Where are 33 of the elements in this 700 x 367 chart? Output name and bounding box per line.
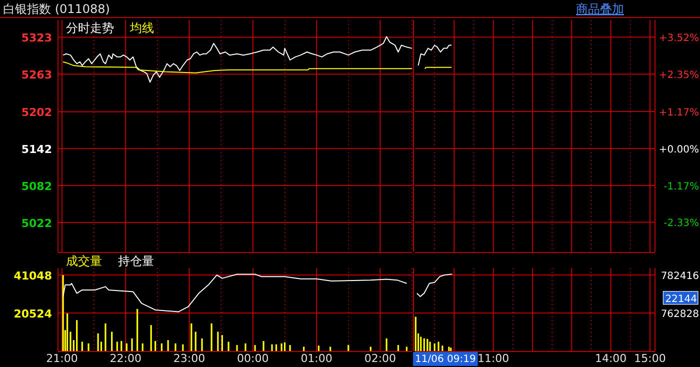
x-tick-label: 22:00 bbox=[110, 352, 142, 365]
y2-tick-label: 782416 bbox=[660, 271, 699, 282]
y-tick-label: 5082 bbox=[21, 180, 52, 194]
x-tick-label: 11:00 bbox=[477, 352, 510, 365]
x-tick-label: 15:00 bbox=[634, 352, 666, 365]
x-tick-label: 02:00 bbox=[364, 352, 396, 365]
y-tick-label: 5142 bbox=[21, 143, 52, 156]
text: 22144 bbox=[665, 294, 697, 305]
y2-tick-label: -1.17% bbox=[664, 182, 699, 193]
x-tick-label: 01:00 bbox=[300, 352, 332, 365]
y2-tick-label: 762828 bbox=[660, 309, 699, 320]
y2-tick-label: +3.52% bbox=[658, 33, 699, 44]
y-tick-label: 5323 bbox=[21, 32, 52, 45]
y-tick-label: 5202 bbox=[21, 106, 52, 120]
series-label: 分时走势 bbox=[66, 21, 114, 35]
text: 商品叠加 bbox=[576, 2, 624, 16]
chart-title: 白银指数 (011088) bbox=[3, 2, 110, 16]
text: 均线 bbox=[129, 21, 154, 35]
x-tick-label: 14:00 bbox=[594, 352, 627, 365]
y-tick-label: 20524 bbox=[14, 308, 52, 320]
series-label: 持仓量 bbox=[118, 254, 154, 268]
x-tick-label: 00:00 bbox=[237, 352, 269, 365]
y2-tick-label: +2.35% bbox=[658, 70, 699, 82]
y2-tick-label: +0.00% bbox=[658, 144, 699, 156]
text: 11/06 09:19 bbox=[415, 354, 476, 365]
y-tick-label: 5263 bbox=[21, 68, 52, 82]
x-tick-label: 21:00 bbox=[46, 352, 78, 365]
series-label: 成交量 bbox=[66, 254, 102, 268]
y2-tick-label: +1.17% bbox=[658, 107, 699, 118]
y-tick-label: 41048 bbox=[14, 270, 52, 282]
x-tick-label: 23:00 bbox=[173, 352, 206, 365]
y-tick-label: 5022 bbox=[21, 216, 52, 230]
y2-tick-label: -2.33% bbox=[664, 218, 699, 230]
